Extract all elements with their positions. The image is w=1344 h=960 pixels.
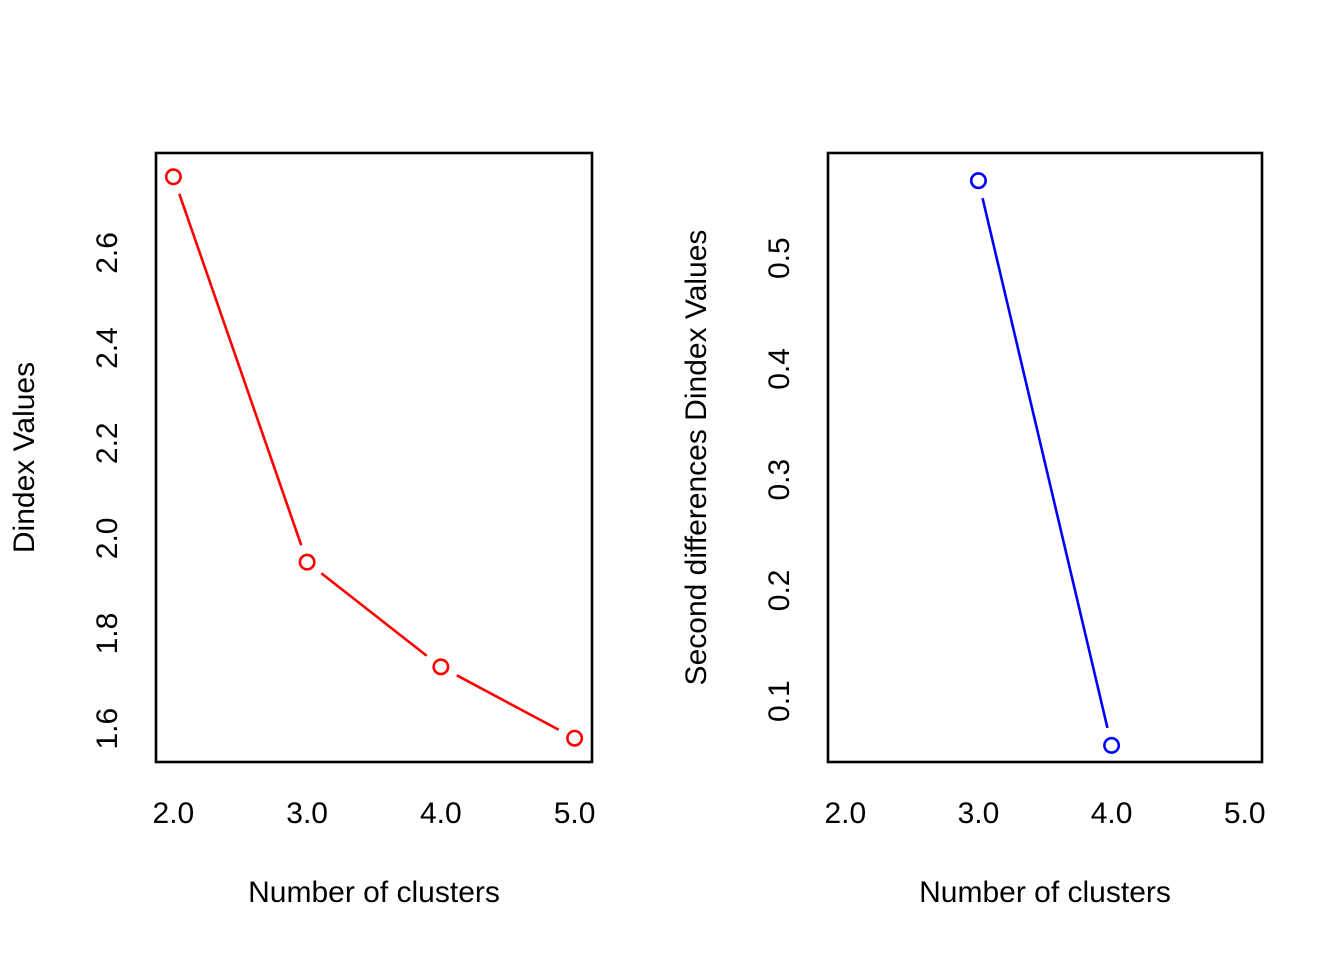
- data-point-marker: [969, 172, 987, 190]
- x-axis-title: Number of clusters: [248, 876, 500, 909]
- x-axis-title: Number of clusters: [919, 876, 1171, 909]
- y-axis-title: Dindex Values: [8, 362, 41, 553]
- y-tick-label: 1.6: [91, 708, 124, 750]
- y-tick-label: 2.2: [91, 422, 124, 464]
- data-point-marker: [566, 729, 584, 747]
- x-tick-label: 5.0: [1224, 797, 1266, 830]
- x-tick-label: 3.0: [286, 797, 328, 830]
- x-tick-label: 2.0: [824, 797, 866, 830]
- x-tick-label: 4.0: [1091, 797, 1133, 830]
- y-tick-label: 0.3: [763, 459, 796, 501]
- series-line-segment: [981, 197, 1109, 729]
- y-tick-label: 0.2: [763, 570, 796, 612]
- y-tick-label: 2.6: [91, 232, 124, 274]
- y-axis-title: Second differences Dindex Values: [680, 230, 713, 686]
- plot-box: [154, 151, 594, 764]
- x-tick-label: 2.0: [153, 797, 195, 830]
- y-tick-label: 0.4: [763, 348, 796, 390]
- plot-box: [826, 151, 1264, 764]
- y-tick-label: 2.0: [91, 518, 124, 560]
- plot-panel-1: 2.0 3.0 4.0 5.0 Number of clusters 1.6 1.8 2.0 2…: [8, 151, 596, 909]
- data-point-marker: [298, 553, 316, 571]
- y-tick-label: 0.1: [763, 680, 796, 722]
- y-tick-label: 0.5: [763, 237, 796, 279]
- series-line-segment: [178, 193, 303, 546]
- series-line-segment: [320, 572, 428, 657]
- x-tick-label: 5.0: [554, 797, 596, 830]
- x-tick-label: 4.0: [420, 797, 462, 830]
- plot-panel-2: 2.0 3.0 4.0 5.0 Number of clusters 0.1 0.2 0.3 0…: [680, 151, 1266, 909]
- data-point-marker: [1103, 736, 1121, 754]
- x-tick-label: 3.0: [958, 797, 1000, 830]
- data-point-marker: [432, 658, 450, 676]
- y-tick-label: 2.4: [91, 327, 124, 369]
- data-point-marker: [164, 168, 182, 186]
- y-tick-label: 1.8: [91, 613, 124, 655]
- series-line-segment: [456, 674, 560, 731]
